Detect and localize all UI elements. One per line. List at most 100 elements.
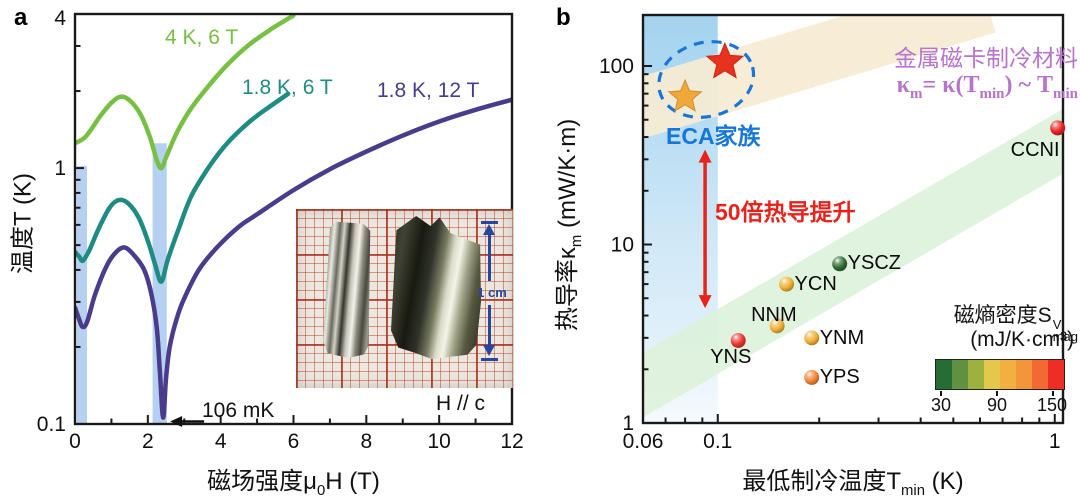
svg-text:0.1: 0.1 — [37, 413, 66, 436]
svg-text:1: 1 — [622, 412, 634, 435]
transition-field-band-0 — [76, 165, 88, 424]
svg-text:0: 0 — [69, 430, 81, 453]
scale-bar-top — [481, 221, 498, 224]
panel-b-plot-area — [643, 15, 1063, 423]
colorbar-label-90: 90 — [986, 395, 1008, 415]
curve-label-1p8k-6t: 1.8 K, 6 T — [242, 76, 333, 99]
crystal-sample-right — [391, 216, 481, 359]
formula-kappa: κ — [896, 72, 910, 98]
x-title-a-post: H (T) — [325, 468, 380, 495]
thermal-improvement-label: 50倍热导提升 — [715, 199, 856, 225]
metal-trend-band — [643, 15, 996, 139]
demag-curve-2 — [75, 97, 512, 420]
colorbar-title-sub: mag — [1052, 329, 1078, 344]
min-temp-arrowhead — [170, 416, 183, 428]
scale-bar-bottom — [481, 358, 498, 361]
formula-mid2: ) ~ T — [1004, 72, 1053, 98]
panel-b-x-axis-title: 最低制冷温度Tmin (K) — [643, 461, 1063, 499]
scatter-label-CCNI: CCNI — [1010, 138, 1060, 161]
x-title-b-pre: 最低制冷温度T — [742, 468, 902, 495]
data-point-YNS — [730, 332, 746, 348]
panel-b-ticks — [642, 65, 1056, 424]
svg-text:4: 4 — [54, 7, 66, 30]
insulator-trend-band — [643, 109, 1063, 418]
scale-arrowhead-down — [483, 345, 495, 356]
colorbar-segment-1 — [952, 360, 968, 389]
scatter-label-YCN: YCN — [794, 273, 837, 296]
curve-label-1p8k-12t: 1.8 K, 12 T — [377, 79, 480, 102]
scatter-label-NNM: NNM — [751, 303, 797, 326]
colorbar-segment-6 — [1032, 360, 1048, 389]
data-point-NNM — [769, 318, 785, 334]
y-title-b-post: (mW/K·m) — [554, 118, 582, 235]
formula-kappa-sub: m — [909, 85, 923, 102]
svg-text:4: 4 — [215, 430, 227, 453]
panel-a-ticks — [74, 13, 513, 425]
svg-text:1: 1 — [54, 157, 66, 180]
colorbar-tick-90 — [996, 391, 998, 396]
colorbar-tick-150 — [1052, 391, 1054, 396]
colorbar-segment-7 — [1048, 360, 1064, 389]
data-point-YCN — [779, 276, 795, 292]
svg-text:10: 10 — [427, 430, 450, 453]
data-point-YSCZ — [832, 256, 848, 272]
data-point-YPS — [804, 369, 820, 385]
x-title-b-sub: min — [901, 482, 925, 499]
min-temp-annotation: 106 mK — [202, 399, 275, 422]
panel-b-y-axis-title: 热导率κm (mW/K·m) — [547, 95, 585, 355]
data-point-CCNI — [1050, 120, 1066, 136]
ECA-star-orange — [667, 78, 703, 112]
colorbar-segment-4 — [1000, 360, 1016, 389]
data-point-YNM — [804, 330, 820, 346]
colorbar-tick-30 — [940, 391, 942, 396]
colorbar-gradient — [935, 359, 1065, 390]
panel-a-tick-labels: 0 2 4 6 8 10 12 0.1 1 4 — [37, 7, 524, 453]
panel-a-letter: a — [14, 4, 28, 31]
improvement-arrowhead-up — [698, 149, 712, 163]
panel-b-tick-labels: 0.06 0.1 1 1 10 100 — [599, 55, 1061, 453]
x-title-a-pre: 磁场强度μ — [207, 468, 317, 495]
scatter-label-YNS: YNS — [710, 346, 752, 369]
scatter-label-YSCZ: YSCZ — [847, 251, 901, 274]
colorbar-units: (mJ/K·cm³) — [970, 328, 1074, 351]
crystal-photo-inset: 1 cm — [296, 209, 513, 388]
svg-text:6: 6 — [288, 430, 300, 453]
curve-label-4k-6t: 4 K, 6 T — [165, 26, 239, 49]
svg-text:8: 8 — [360, 430, 372, 453]
formula-mid-sub: min — [979, 85, 1005, 102]
formula-mid2-sub: min — [1052, 85, 1078, 102]
y-title-b-pre: 热导率κ — [554, 247, 582, 332]
eca-family-ellipse — [657, 40, 756, 119]
colorbar-segment-2 — [968, 360, 984, 389]
colorbar-segment-5 — [1016, 360, 1032, 389]
svg-text:0.1: 0.1 — [703, 430, 732, 453]
colorbar-segment-3 — [984, 360, 1000, 389]
crystal-sample-left — [322, 221, 375, 359]
panel-a-plot-area — [75, 14, 512, 424]
svg-text:1: 1 — [1049, 430, 1061, 453]
svg-text:0.06: 0.06 — [623, 430, 664, 453]
demag-curve-1 — [75, 91, 291, 284]
kappa-formula: κm= κ(Tmin) ~ Tmin — [778, 72, 1078, 103]
panel-a-y-axis-title: 温度T (K) — [9, 173, 37, 274]
ECA-star-red — [705, 41, 745, 79]
x-title-a-sub: 0 — [316, 482, 326, 499]
scatter-label-YPS: YPS — [819, 366, 860, 389]
y-title-b-sub: m — [568, 234, 585, 248]
scale-arrowhead-up — [483, 224, 495, 235]
scatter-label-YNM: YNM — [819, 326, 865, 349]
panel-b-frame — [641, 13, 1065, 425]
formula-mid: = κ(T — [922, 72, 980, 98]
svg-text:100: 100 — [599, 55, 634, 78]
scale-shaft-lower — [488, 305, 491, 347]
field-orientation-label: H // c — [436, 392, 486, 415]
metal-magnetocaloric-header: 金属磁卡制冷材料 — [894, 45, 1078, 71]
panel-a-x-axis-title: 磁场强度μ0H (T) — [75, 461, 512, 499]
colorbar-title-text: 磁熵密度S — [953, 304, 1052, 327]
colorbar-label-150: 150 — [1036, 395, 1068, 415]
eca-family-label: ECA家族 — [666, 123, 761, 149]
colorbar-segment-0 — [936, 360, 952, 389]
colorbar-title-sup: V — [1052, 317, 1062, 332]
